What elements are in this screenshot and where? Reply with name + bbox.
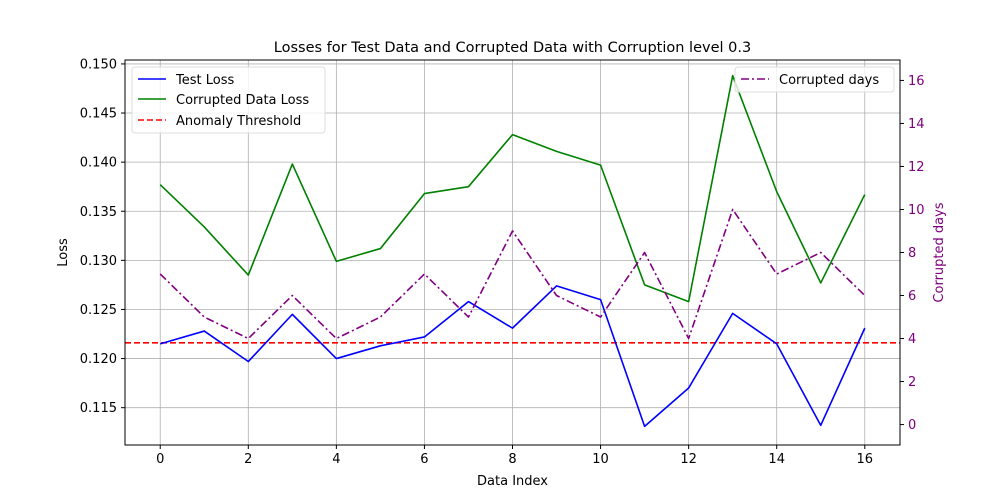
- y-axis-left: 0.115 0.120 0.125 0.130 0.135 0.140 0.145 0.150: [80, 57, 125, 416]
- legend-corrupted-days: Corrupted days: [734, 66, 895, 93]
- x-tick-label: 16: [856, 452, 873, 467]
- x-tick-label: 4: [332, 452, 340, 467]
- legend-test-loss-label: Test Loss: [175, 73, 234, 88]
- legend-loss-box: [131, 66, 326, 134]
- y-axis-label: Loss: [56, 238, 71, 267]
- grid-lines: [125, 60, 900, 445]
- legend-days-box: [734, 66, 895, 93]
- legend-loss: Test Loss Corrupted Data Loss Anomaly Th…: [131, 66, 326, 134]
- y-tick-label: 0.140: [80, 156, 117, 171]
- corrupted-data-loss-line: [159, 74, 866, 303]
- x-axis-label: Data Index: [477, 474, 548, 489]
- y-tick-label: 0.135: [80, 205, 117, 220]
- x-tick-label: 12: [680, 452, 697, 467]
- y2-tick-label: 4: [908, 332, 916, 347]
- series-layer: [125, 74, 900, 428]
- x-tick-label: 6: [420, 452, 428, 467]
- y2-tick-label: 10: [908, 203, 925, 218]
- y-tick-label: 0.130: [80, 254, 117, 269]
- test-loss-line: [160, 285, 866, 428]
- y-tick-label: 0.120: [80, 352, 117, 367]
- y-tick-label: 0.125: [80, 303, 117, 318]
- y2-tick-label: 12: [908, 160, 925, 175]
- y2-tick-label: 16: [908, 74, 925, 89]
- y2-axis-label: Corrupted days: [932, 202, 947, 302]
- y-tick-label: 0.145: [80, 107, 117, 122]
- corrupted-days-line: [159, 208, 866, 340]
- x-tick-label: 14: [768, 452, 785, 467]
- y-axis-right: 0 2 4 6 8 10 12 14 16: [900, 74, 925, 433]
- y-tick-label: 0.115: [80, 401, 117, 416]
- x-tick-label: 10: [592, 452, 609, 467]
- y2-tick-label: 0: [908, 418, 916, 433]
- y2-tick-label: 2: [908, 375, 916, 390]
- y2-tick-label: 14: [908, 117, 925, 132]
- legend-threshold-label: Anomaly Threshold: [176, 114, 301, 129]
- x-axis: 0 2 4 6 8 10 12 14 16: [156, 445, 873, 467]
- y2-tick-label: 6: [908, 289, 916, 304]
- x-tick-label: 0: [156, 452, 164, 467]
- y-tick-label: 0.150: [80, 57, 117, 72]
- x-tick-label: 2: [244, 452, 252, 467]
- x-tick-label: 8: [508, 452, 516, 467]
- legend-corrupted-loss-label: Corrupted Data Loss: [176, 93, 309, 108]
- chart-title: Losses for Test Data and Corrupted Data …: [274, 40, 751, 56]
- y2-tick-label: 8: [908, 246, 916, 261]
- legend-corrupted-days-label: Corrupted days: [779, 73, 879, 88]
